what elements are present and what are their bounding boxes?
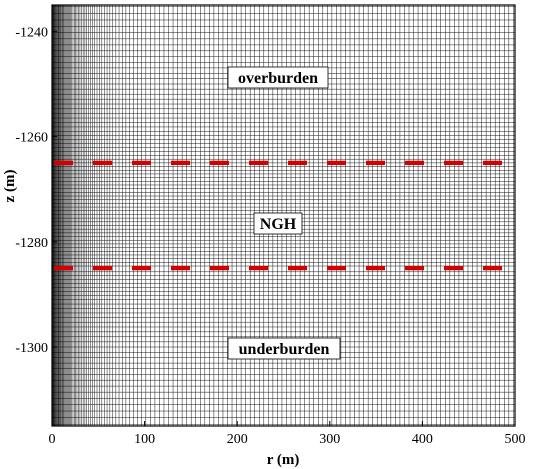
ngh-label-box: NGH	[253, 212, 303, 235]
x-tick-label: 200	[227, 432, 248, 447]
x-tick-label: 100	[134, 432, 155, 447]
x-tick-label: 0	[49, 432, 56, 447]
plot-area: overburden NGH underburden	[51, 4, 516, 427]
x-axis-title: r (m)	[267, 452, 300, 468]
y-tick-label: -1300	[15, 341, 48, 356]
x-tick-label: 500	[505, 432, 526, 447]
x-axis-ticks: 0 100 200 300 400 500	[49, 421, 526, 447]
y-tick-label: -1240	[15, 25, 48, 40]
x-tick-label: 300	[319, 432, 340, 447]
y-axis-title: z (m)	[2, 170, 18, 203]
underburden-label: underburden	[239, 341, 330, 358]
y-axis-ticks: -1240 -1260 -1280 -1300	[15, 25, 57, 356]
overburden-label-box: overburden	[227, 66, 329, 89]
y-tick-label: -1260	[15, 131, 48, 146]
y-tick-label: -1280	[15, 236, 48, 251]
x-tick-label: 400	[412, 432, 433, 447]
ngh-label: NGH	[260, 216, 297, 233]
plot-frame	[51, 4, 516, 427]
overburden-label: overburden	[238, 70, 318, 87]
underburden-label-box: underburden	[227, 337, 341, 360]
mesh-vertical-lines	[51, 5, 514, 426]
